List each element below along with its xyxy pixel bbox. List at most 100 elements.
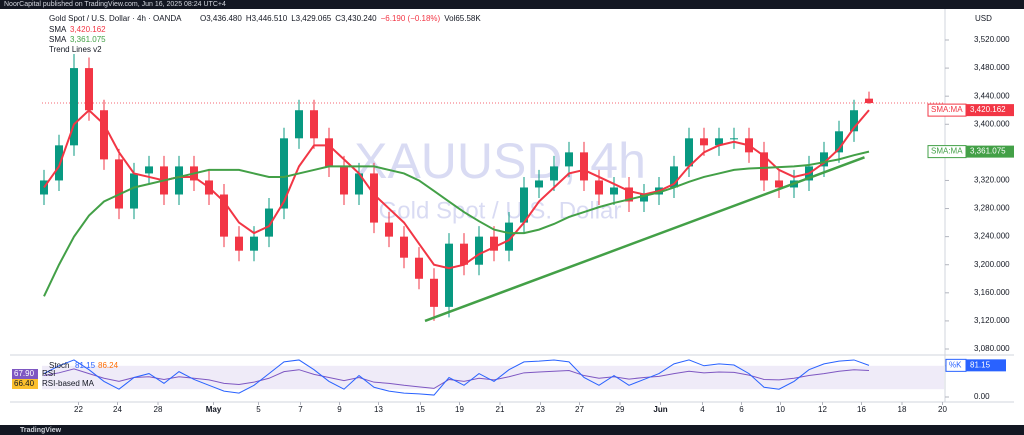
candle-body — [865, 98, 873, 104]
x-tick-label: 20 — [938, 405, 947, 414]
candle-body — [700, 138, 708, 146]
x-tick-label: 5 — [256, 405, 261, 414]
candle-body — [385, 222, 393, 237]
candle-body — [415, 257, 423, 279]
trend-line — [424, 156, 865, 323]
x-tick-label: 6 — [739, 405, 744, 414]
badge-value-bg — [966, 104, 1014, 117]
candle-body — [505, 222, 513, 251]
legend-name: SMA — [49, 35, 67, 44]
candle-body — [355, 173, 363, 195]
y-tick-label: 3,320.000 — [974, 176, 1010, 185]
x-tick-label: 7 — [298, 405, 303, 414]
footer-bar — [0, 425, 1024, 435]
candle-body — [595, 180, 603, 195]
x-tick-label: May — [206, 405, 222, 414]
candle-body — [460, 243, 468, 265]
badge-value: 3,361.075 — [970, 147, 1006, 156]
y-tick-label: 3,080.000 — [974, 344, 1010, 353]
candle-body — [640, 194, 648, 202]
oscillator-line — [43, 359, 870, 396]
badge-value: 66.40 — [14, 379, 35, 388]
x-tick-label: 16 — [857, 405, 866, 414]
candle-body — [580, 152, 588, 181]
candle-body — [340, 166, 348, 195]
legend-value: 3,420.162 — [70, 25, 106, 34]
x-tick-label: 9 — [337, 405, 342, 414]
legend-name: SMA — [49, 25, 67, 34]
x-tick-label: Jun — [653, 405, 667, 414]
candle-body — [520, 187, 528, 223]
x-tick-label: 19 — [455, 405, 464, 414]
badge-value-bg — [966, 145, 1014, 158]
candle-body — [490, 236, 498, 251]
x-tick-label: 29 — [616, 405, 625, 414]
badge-name: SMA:MA — [931, 105, 963, 114]
candle-body — [100, 110, 108, 160]
x-tick-label: 13 — [374, 405, 383, 414]
candle-body — [115, 159, 123, 209]
candle-body — [565, 152, 573, 167]
badge-bg — [12, 369, 38, 379]
x-tick-label: 4 — [700, 405, 705, 414]
publisher: NoorCapital published on TradingView.com… — [4, 1, 226, 8]
candle-body — [250, 236, 258, 251]
y-tick-label: 3,120.000 — [974, 316, 1010, 325]
x-tick-label: 18 — [898, 405, 907, 414]
badge-name: SMA:MA — [931, 147, 963, 156]
legend-value: 81.15 — [75, 361, 96, 370]
candle-body — [850, 110, 858, 132]
symbol: Gold Spot / U.S. Dollar · 4h · OANDA — [49, 14, 182, 23]
candle-body — [55, 145, 63, 181]
x-tick-label: 23 — [536, 405, 545, 414]
axis-unit: USD — [975, 14, 992, 23]
badge-value: 67.90 — [14, 369, 35, 378]
candle-body — [550, 166, 558, 181]
badge-value-bg — [966, 359, 1006, 372]
candle-body — [400, 236, 408, 258]
y-tick-label: 0.00 — [974, 392, 990, 401]
badge-value: 3,420.162 — [970, 105, 1006, 114]
x-tick-label: 12 — [818, 405, 827, 414]
ohlc-label: L3,429.065 — [291, 14, 332, 23]
candle-body — [175, 166, 183, 195]
legend-value: 3,361.075 — [70, 35, 106, 44]
ohlc-label: Vol65.58K — [444, 14, 481, 23]
candle-body — [715, 138, 723, 146]
candle-body — [730, 138, 738, 140]
candle-body — [475, 236, 483, 265]
candle-body — [220, 194, 228, 237]
ohlc-label: −6.190 (−0.18%) — [381, 14, 441, 23]
candle-body — [670, 166, 678, 188]
candle-body — [760, 152, 768, 181]
candle-body — [85, 68, 93, 111]
badge-name: %K — [949, 360, 962, 369]
candle-body — [145, 166, 153, 174]
x-tick-label: 21 — [496, 405, 505, 414]
legend-value: 86.24 — [98, 361, 119, 370]
candle-body — [325, 138, 333, 167]
candle-body — [310, 110, 318, 139]
x-tick-label: 28 — [154, 405, 163, 414]
watermark-sub: Gold Spot / U.S. Dollar — [379, 197, 622, 224]
candle-body — [130, 173, 138, 209]
legend-name: Trend Lines v2 — [49, 45, 102, 54]
legend-name: RSI-based MA — [42, 379, 95, 388]
y-tick-label: 3,160.000 — [974, 288, 1010, 297]
candle-body — [70, 68, 78, 146]
x-tick-label: 22 — [74, 405, 83, 414]
candle-body — [535, 180, 543, 188]
badge-value: 81.15 — [970, 360, 991, 369]
y-tick-label: 3,400.000 — [974, 119, 1010, 128]
ohlc-label: O3,436.480 — [200, 14, 242, 23]
candle-body — [295, 110, 303, 139]
oscillator-line — [43, 368, 870, 389]
top-bar — [0, 0, 1024, 9]
x-tick-label: 24 — [113, 405, 122, 414]
candle-body — [370, 173, 378, 223]
candle-body — [265, 208, 273, 237]
legend-name: RSI — [42, 369, 55, 378]
x-tick-label: 15 — [416, 405, 425, 414]
candle-body — [625, 187, 633, 202]
